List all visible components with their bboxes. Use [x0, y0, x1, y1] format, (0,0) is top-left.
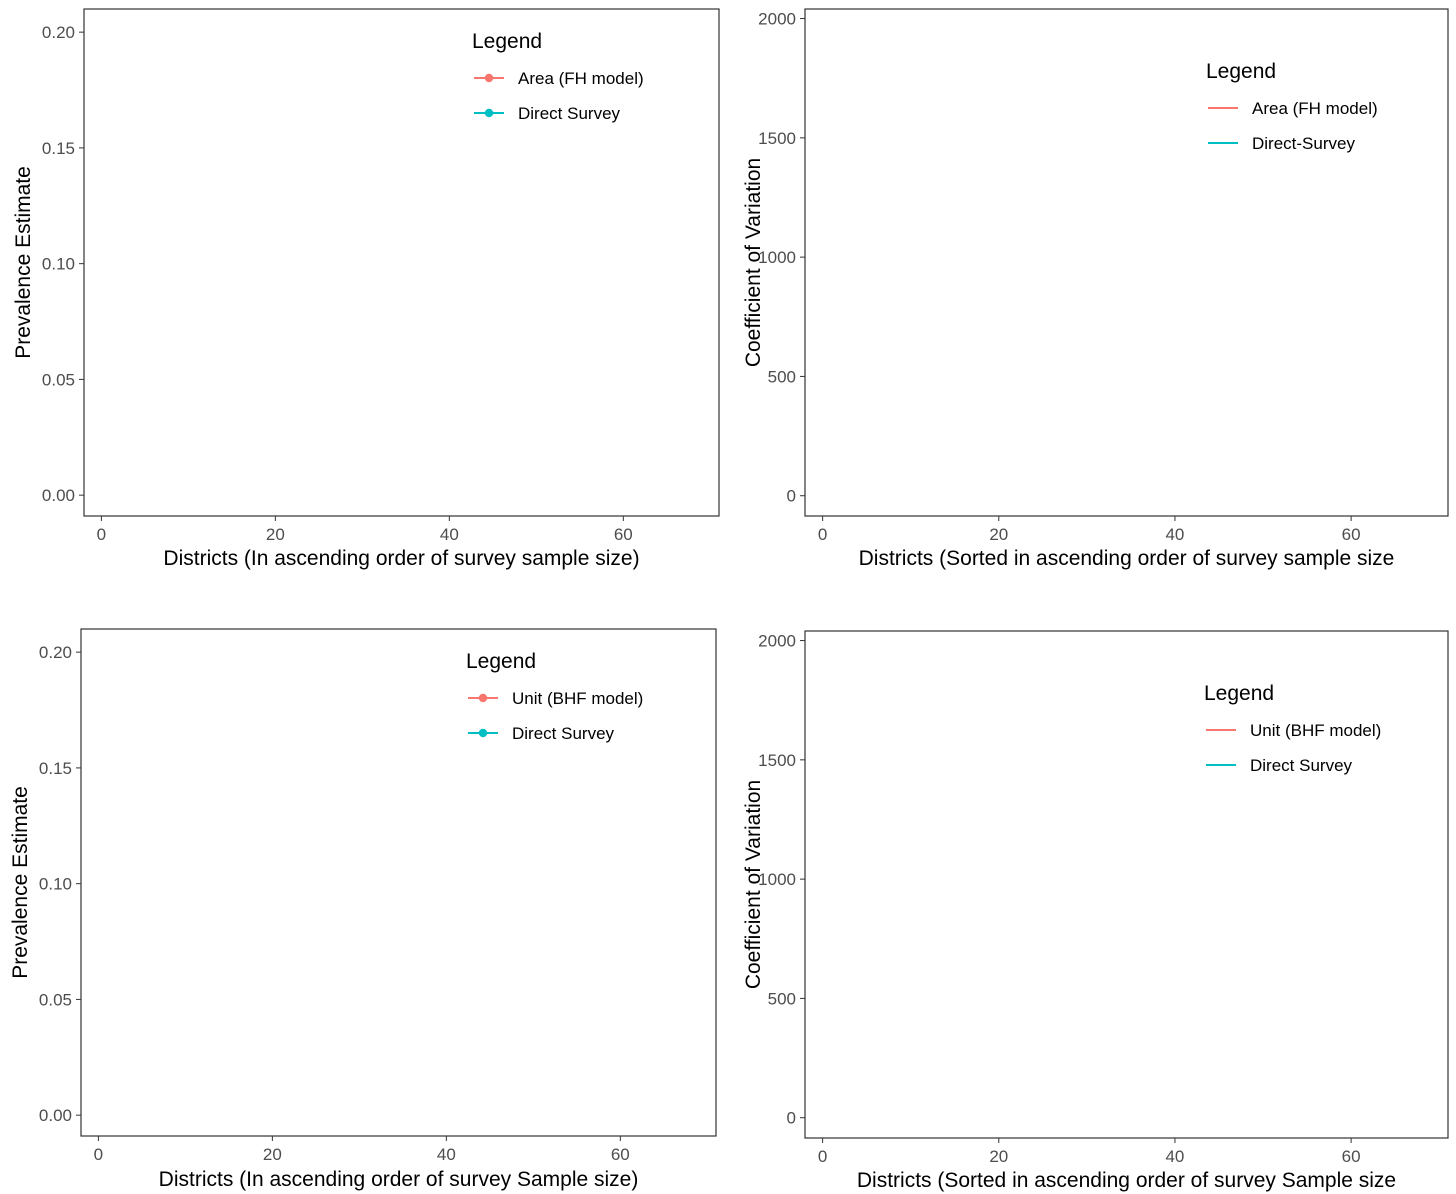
y-tick-label: 0.10: [39, 875, 72, 894]
legend-background: [452, 642, 658, 760]
chart-panel-top-right: 0 20 40 60 0 500 1000 1500 2000 Districts (Sorted…: [742, 8, 1449, 570]
x-tick-label: 40: [437, 1145, 456, 1164]
y-tick-label: 0.05: [39, 990, 72, 1009]
x-tick-label: 40: [440, 525, 459, 544]
x-tick-label: 40: [1165, 525, 1184, 544]
y-tick-label: 0.20: [39, 643, 72, 662]
y-tick-label: 1500: [758, 751, 796, 770]
y-tick-label: 0.20: [42, 23, 75, 42]
legend-title: Legend: [1204, 682, 1274, 705]
legend: Legend Unit (BHF model) Direct Survey: [452, 642, 658, 760]
legend-title: Legend: [466, 650, 536, 673]
x-axis-title: Districts (In ascending order of survey …: [163, 547, 639, 570]
legend-key-point: [478, 728, 488, 738]
x-tick-label: 0: [94, 1145, 103, 1164]
y-tick-label: 2000: [758, 10, 796, 29]
legend-label: Area (FH model): [518, 69, 644, 88]
y-tick-label: 0: [787, 1109, 796, 1128]
y-tick-label: 0.05: [42, 370, 75, 389]
x-axis-title: Districts (In ascending order of survey …: [159, 1168, 639, 1191]
x-tick-label: 20: [263, 1145, 282, 1164]
y-axis-title: Coefficient of Variation: [742, 780, 765, 989]
x-tick-label: 20: [989, 525, 1008, 544]
x-tick-label: 60: [1342, 1147, 1361, 1166]
legend-title: Legend: [1206, 60, 1276, 83]
x-tick-label: 20: [989, 1147, 1008, 1166]
x-tick-label: 20: [266, 525, 285, 544]
y-tick-label: 1000: [758, 248, 796, 267]
legend-background: [1192, 52, 1390, 170]
legend-label: Unit (BHF model): [1250, 721, 1381, 740]
y-tick-label: 1500: [758, 129, 796, 148]
y-tick-label: 0.15: [42, 139, 75, 158]
x-tick-label: 0: [97, 525, 106, 544]
y-tick-label: 0.00: [39, 1106, 72, 1125]
legend-key-point: [484, 108, 494, 118]
y-tick-label: 500: [768, 989, 796, 1008]
legend-label: Direct Survey: [518, 104, 621, 123]
y-axis-title: Coefficient of Variation: [742, 158, 765, 367]
chart-panel-bottom-left: 0 20 40 60 0.00 0.05 0.10 0.15 0.20 Districts (In…: [9, 628, 717, 1191]
x-tick-label: 60: [1342, 525, 1361, 544]
y-tick-label: 0.15: [39, 759, 72, 778]
legend-background: [1190, 674, 1392, 792]
x-tick-label: 0: [818, 525, 827, 544]
y-axis-title: Prevalence Estimate: [9, 786, 32, 979]
legend: Legend Area (FH model) Direct-Survey: [1192, 52, 1390, 170]
legend-title: Legend: [472, 30, 542, 53]
y-tick-label: 500: [768, 367, 796, 386]
y-axis-title: Prevalence Estimate: [12, 166, 35, 359]
legend-label: Direct Survey: [1250, 756, 1353, 775]
legend-label: Direct Survey: [512, 724, 615, 743]
x-axis-title: Districts (Sorted in ascending order of …: [857, 1169, 1396, 1192]
legend: Legend Area (FH model) Direct Survey: [458, 22, 658, 140]
legend-key-point: [478, 693, 488, 703]
x-tick-label: 60: [611, 1145, 630, 1164]
y-tick-label: 2000: [758, 632, 796, 651]
chart-panel-bottom-right: 0 20 40 60 0 500 1000 1500 2000 Districts (Sorted…: [742, 630, 1449, 1192]
x-tick-label: 40: [1165, 1147, 1184, 1166]
legend-label: Area (FH model): [1252, 99, 1378, 118]
x-tick-label: 0: [818, 1147, 827, 1166]
legend-key-point: [484, 73, 494, 83]
legend-label: Direct-Survey: [1252, 134, 1355, 153]
legend: Legend Unit (BHF model) Direct Survey: [1190, 674, 1392, 792]
legend-label: Unit (BHF model): [512, 689, 643, 708]
y-tick-label: 0.10: [42, 255, 75, 274]
x-axis-title: Districts (Sorted in ascending order of …: [859, 547, 1395, 570]
y-tick-label: 0.00: [42, 486, 75, 505]
chart-panel-top-left: 0 20 40 60 0.00 0.05 0.10 0.15 0.20 Districts (In…: [12, 8, 720, 570]
y-tick-label: 0: [787, 487, 796, 506]
y-tick-label: 1000: [758, 870, 796, 889]
x-tick-label: 60: [614, 525, 633, 544]
